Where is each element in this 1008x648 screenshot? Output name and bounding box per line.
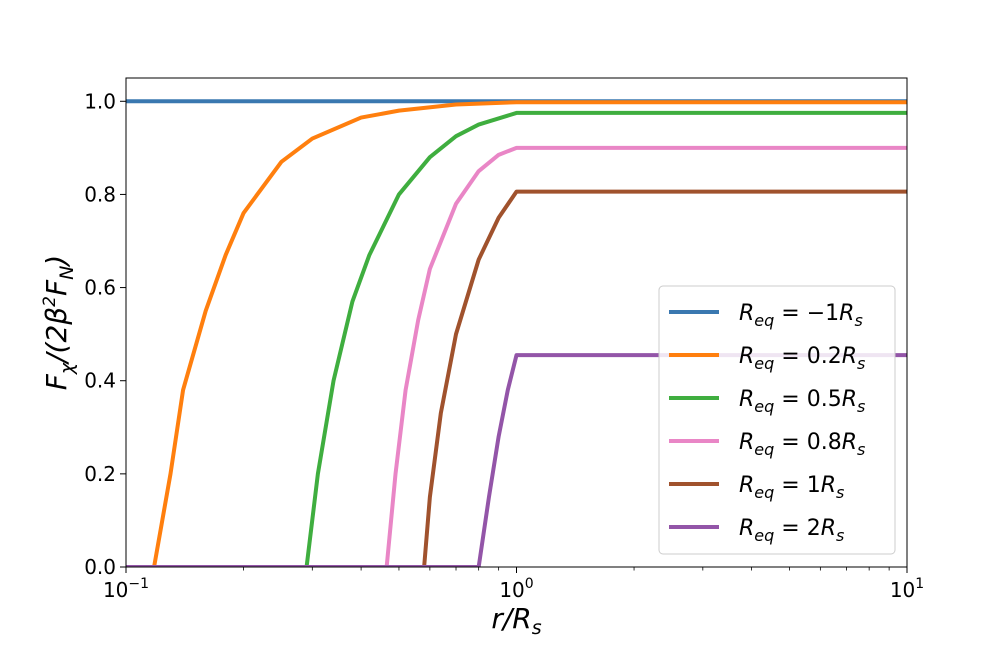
y-tick-label-4: 0.8	[84, 182, 116, 206]
y-tick-label-5: 1.0	[84, 89, 116, 113]
y-tick-label-0: 0.0	[84, 555, 116, 579]
y-axis-label: Fχ/(2β2FN)	[40, 255, 78, 391]
y-tick-label-1: 0.2	[84, 462, 116, 486]
y-tick-label-2: 0.4	[84, 369, 116, 393]
series-line-1	[152, 100, 907, 567]
y-tick-label-3: 0.6	[84, 276, 116, 300]
series-layer	[126, 99, 907, 567]
legend-label-5: Req = 2Rs	[739, 516, 844, 545]
legend-label-4: Req = 1Rs	[739, 473, 844, 502]
x-tick-label-0: 10−1	[103, 576, 149, 602]
series-line-5	[126, 353, 907, 567]
legend-label-1: Req = 0.2Rs	[739, 344, 865, 373]
legend-label-0: Req = −1Rs	[739, 301, 863, 330]
legend: Req = −1Rs Req = 0.2Rs Req = 0.5Rs Req = 0.…	[658, 285, 896, 555]
x-axis-label: r/Rs	[491, 602, 541, 639]
series-line-3	[384, 145, 907, 567]
series-line-4	[422, 189, 907, 567]
legend-label-3: Req = 0.8Rs	[739, 430, 865, 459]
series-line-2	[304, 110, 907, 567]
legend-label-2: Req = 0.5Rs	[739, 387, 865, 416]
x-tick-label-2: 101	[890, 576, 924, 602]
x-tick-label-1: 100	[499, 576, 533, 602]
